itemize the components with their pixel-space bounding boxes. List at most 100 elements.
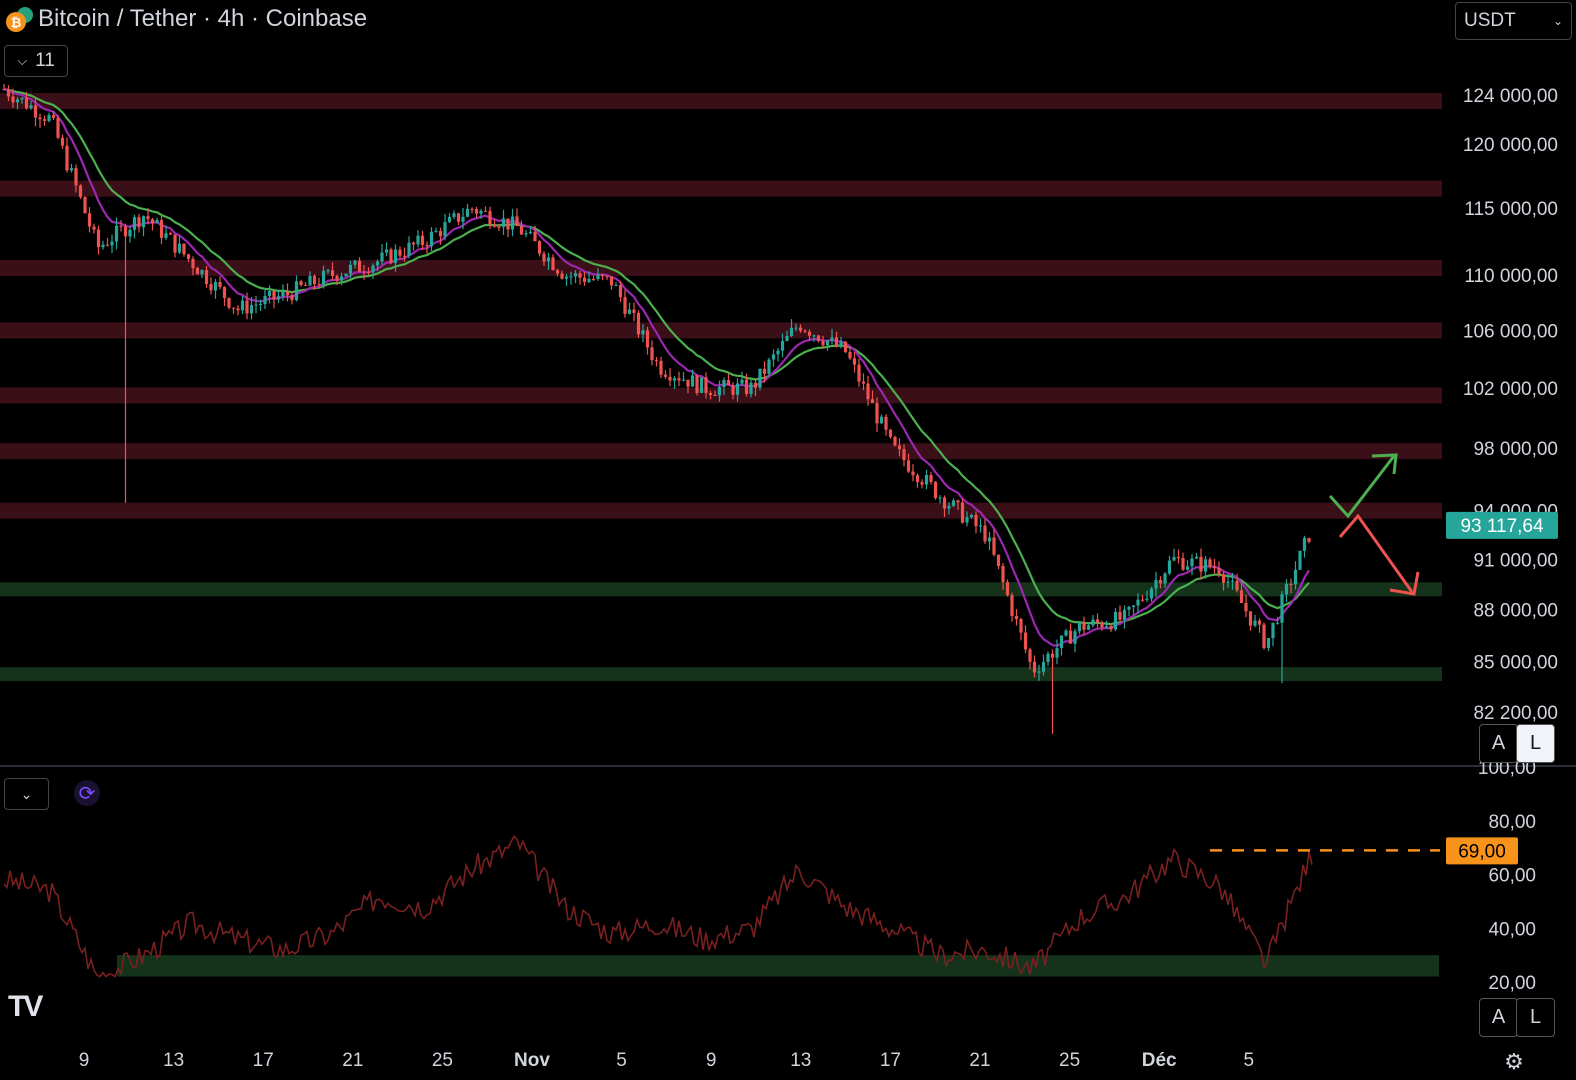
candle-body — [911, 471, 915, 476]
candle-body — [137, 217, 141, 228]
candle-body — [83, 197, 87, 214]
candle-body — [1028, 649, 1032, 662]
candle-body — [938, 497, 942, 499]
settings-gear-icon[interactable]: ⚙ — [1504, 1049, 1524, 1074]
candle — [690, 369, 695, 387]
symbol-title[interactable]: ₿ Bitcoin / Tether · 4h · Coinbase — [6, 5, 367, 33]
candle — [1028, 647, 1032, 670]
candle-body — [317, 284, 321, 286]
candle-body — [1095, 619, 1100, 623]
candle — [1037, 664, 1041, 681]
candle-body — [209, 284, 213, 291]
candle-body — [51, 115, 56, 118]
rsi-log-scale-button[interactable]: L — [1516, 998, 1555, 1037]
rsi-axis[interactable]: 100,00 80,00 60,00 40,00 20,00 69,00 — [1446, 758, 1536, 994]
candle-body — [285, 291, 290, 296]
candle-body — [528, 231, 533, 234]
candle — [560, 270, 564, 280]
candle-body — [141, 216, 146, 228]
candle — [780, 333, 785, 358]
candle-body — [29, 105, 33, 109]
candle — [686, 379, 690, 394]
candle-body — [816, 335, 821, 342]
candle-body — [726, 380, 731, 386]
candle-body — [933, 481, 938, 499]
candle — [393, 244, 398, 272]
sync-icon[interactable]: ⟳ — [74, 780, 100, 806]
candle — [1167, 555, 1172, 576]
candle — [1122, 605, 1127, 629]
candle-body — [551, 257, 555, 270]
candle — [101, 240, 105, 250]
candle — [186, 253, 191, 263]
candle-body — [636, 312, 641, 335]
candle — [1014, 609, 1019, 626]
candle — [906, 453, 911, 473]
candle-body — [96, 229, 101, 248]
rsi-auto-scale-button[interactable]: A — [1479, 998, 1518, 1037]
candle-body — [1100, 622, 1104, 628]
candle — [942, 495, 947, 517]
candle-body — [155, 220, 159, 224]
candle-body — [992, 537, 996, 555]
candle — [1082, 616, 1086, 635]
candle-body — [789, 328, 794, 336]
candle — [920, 479, 924, 489]
candlestick-series — [2, 83, 1311, 735]
candle-body — [663, 374, 668, 377]
candle-body — [812, 335, 816, 337]
candle-body — [537, 241, 542, 254]
indicators-toggle-button[interactable]: ⌵ 11 — [4, 45, 68, 77]
candle — [398, 246, 402, 259]
candle — [402, 247, 407, 262]
candle-body — [1176, 557, 1181, 559]
candle — [1221, 571, 1226, 591]
candle-body — [56, 117, 60, 138]
candle — [758, 368, 762, 391]
candle-body — [825, 340, 830, 346]
candle — [825, 339, 830, 351]
candle — [1275, 616, 1280, 625]
candle-body — [393, 249, 398, 264]
rsi-collapse-button[interactable]: ⌄ — [4, 778, 49, 810]
tradingview-logo[interactable]: TV — [8, 990, 43, 1024]
candle-body — [794, 327, 798, 329]
candle — [861, 373, 866, 391]
candle — [938, 495, 942, 504]
candle — [713, 390, 717, 396]
currency-select[interactable]: USDT ⌄ — [1455, 2, 1572, 40]
candle-body — [447, 216, 452, 223]
candle — [371, 263, 375, 280]
price-auto-scale-button[interactable]: A — [1479, 724, 1518, 763]
candle — [888, 428, 893, 439]
price-log-scale-button[interactable]: L — [1516, 724, 1555, 763]
price-axis[interactable]: 124 000,00 120 000,00 115 000,00 110 000,00… — [1446, 86, 1558, 724]
candle — [1298, 550, 1302, 570]
candle — [1284, 579, 1289, 602]
candle-body — [582, 277, 587, 283]
candle-body — [150, 219, 155, 224]
candle-body — [821, 341, 825, 346]
candle — [321, 265, 326, 289]
time-axis-label: 17 — [880, 1050, 901, 1071]
candle-body — [15, 99, 20, 103]
candle — [384, 242, 389, 257]
candle-body — [362, 271, 366, 273]
candle-body — [978, 525, 983, 527]
candle — [461, 208, 465, 230]
time-axis[interactable]: 9 13 17 21 25 Nov 5 9 13 17 21 25 Déc 5 — [79, 1050, 1254, 1071]
candle — [335, 274, 339, 285]
candle — [96, 225, 101, 255]
candle — [78, 184, 83, 200]
candle — [911, 464, 915, 482]
candle-body — [425, 244, 429, 247]
candle — [438, 227, 443, 245]
candle-body — [902, 449, 906, 461]
price-axis-label: 115 000,00 — [1464, 199, 1558, 220]
symbol-title-text: Bitcoin / Tether · 4h · Coinbase — [38, 5, 368, 32]
candle — [582, 272, 587, 286]
chevron-down-icon: ⌄ — [1552, 14, 1563, 28]
candle-body — [942, 497, 947, 509]
candle — [794, 323, 798, 332]
